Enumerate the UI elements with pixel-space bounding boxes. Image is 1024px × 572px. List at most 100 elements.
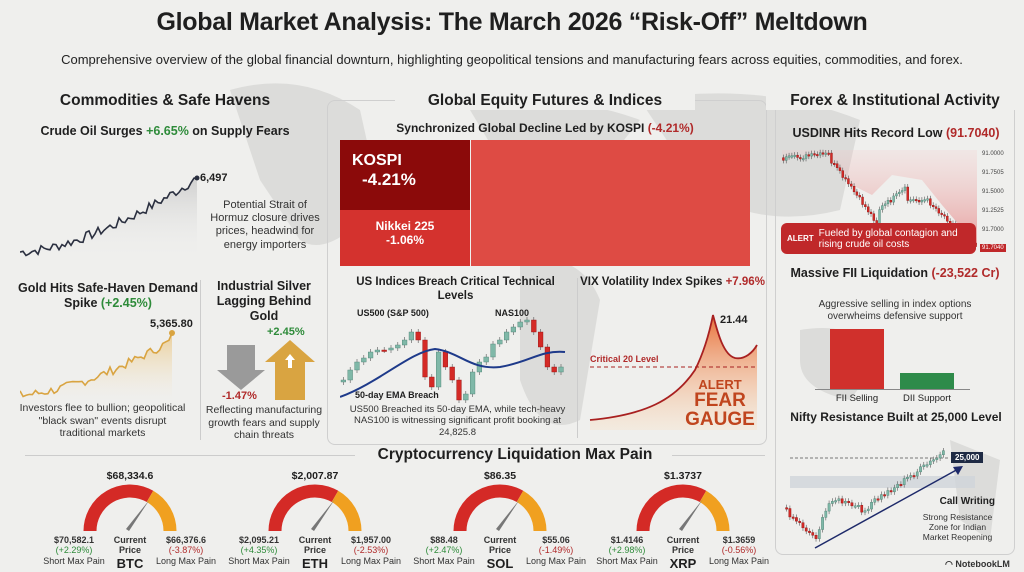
gauge-orange-arc bbox=[331, 490, 362, 532]
silver-gold-change: +2.45% bbox=[267, 326, 305, 338]
candle bbox=[490, 343, 496, 358]
candle bbox=[850, 183, 853, 187]
page-title: Global Market Analysis: The March 2026 “… bbox=[156, 8, 868, 36]
short-max-pain: $1.4146 (+2.98%) Short Max Pain bbox=[596, 535, 658, 566]
candle bbox=[840, 498, 844, 504]
fii-title: Massive FII Liquidation (-23,522 Cr) bbox=[790, 266, 1000, 280]
call-writing-label: Call Writing bbox=[939, 496, 995, 507]
candle bbox=[788, 508, 792, 518]
candle bbox=[900, 190, 904, 193]
divider bbox=[200, 280, 201, 440]
candle bbox=[857, 505, 860, 507]
candle bbox=[909, 475, 913, 478]
candle bbox=[799, 157, 802, 160]
candle bbox=[934, 206, 938, 209]
silver-note: Reflecting manufacturing growth fears an… bbox=[205, 404, 323, 442]
candle bbox=[827, 503, 831, 512]
candle bbox=[449, 366, 455, 381]
short-max-pain: $70,582.1 (+2.29%) Short Max Pain bbox=[43, 535, 105, 566]
candle bbox=[782, 157, 785, 161]
candle bbox=[866, 508, 870, 511]
candle bbox=[855, 191, 859, 196]
nifty-level-badge: 25,000 bbox=[951, 452, 984, 463]
candle bbox=[558, 366, 564, 373]
candle bbox=[422, 339, 428, 378]
candle bbox=[524, 319, 530, 323]
dii-support-bar bbox=[900, 372, 954, 389]
coin-symbol: SOL bbox=[486, 556, 514, 571]
candle bbox=[860, 505, 864, 513]
candle bbox=[903, 186, 907, 191]
candle bbox=[922, 464, 926, 467]
candle bbox=[361, 357, 367, 363]
candle bbox=[801, 522, 805, 529]
vix-title: VIX Volatility Index Spikes +7.96% bbox=[580, 276, 765, 288]
candle bbox=[892, 195, 895, 203]
candle bbox=[899, 484, 903, 487]
equity-heading: Global Equity Futures & Indices bbox=[395, 92, 695, 110]
candle bbox=[374, 349, 380, 353]
candle bbox=[538, 331, 544, 348]
usdinr-alert: ALERT Fueled by global contagion and risi… bbox=[781, 223, 976, 254]
notebooklm-logo: ◠ NotebookLM bbox=[945, 559, 1010, 569]
long-max-pain: $1,957.00 (-2.53%) Long Max Pain bbox=[340, 535, 402, 566]
treemap-kospi: KOSPI -4.21% bbox=[340, 140, 470, 210]
candle bbox=[912, 199, 915, 202]
candle bbox=[928, 460, 932, 465]
candle bbox=[896, 484, 899, 488]
divider bbox=[672, 455, 765, 456]
candle bbox=[937, 208, 941, 214]
candle bbox=[504, 331, 510, 341]
candle bbox=[906, 477, 909, 479]
candle bbox=[870, 502, 873, 510]
coin-price: $2,007.87 bbox=[291, 470, 339, 482]
candle bbox=[354, 361, 360, 371]
coin-price: $1.3737 bbox=[664, 470, 702, 482]
candle bbox=[415, 331, 421, 341]
gold-chart bbox=[20, 330, 175, 400]
candle bbox=[858, 195, 861, 198]
candle bbox=[408, 331, 414, 341]
coin-gauge bbox=[453, 484, 547, 532]
gold-title: Gold Hits Safe-Haven Demand Spike (+2.45… bbox=[18, 281, 198, 310]
coin-price: $86.35 bbox=[483, 470, 517, 482]
equity-subtitle: Synchronized Global Decline Led by KOSPI… bbox=[396, 121, 694, 135]
candle bbox=[872, 213, 876, 221]
gauge-orange-arc bbox=[516, 490, 547, 532]
candle bbox=[793, 154, 796, 157]
nifty-note: Strong Resistance Zone for Indian Market… bbox=[922, 512, 993, 543]
candle bbox=[844, 501, 847, 504]
candle bbox=[395, 344, 401, 349]
candle bbox=[476, 361, 482, 373]
candle bbox=[886, 490, 890, 496]
candle bbox=[906, 186, 909, 201]
candle bbox=[436, 351, 442, 388]
us-indices-title: US Indices Breach Critical Technical Lev… bbox=[356, 276, 555, 302]
nifty-chart bbox=[785, 448, 975, 549]
coin-symbol: BTC bbox=[116, 556, 144, 571]
candle bbox=[388, 347, 394, 351]
critical-level-label: Critical 20 Level bbox=[590, 354, 659, 364]
candle bbox=[470, 371, 476, 395]
ema-line bbox=[340, 347, 566, 398]
candle bbox=[785, 156, 788, 161]
current-price-label: Current Price bbox=[113, 535, 147, 556]
coin-gauge bbox=[636, 484, 730, 532]
candle bbox=[785, 507, 788, 510]
candle bbox=[824, 510, 828, 518]
candle bbox=[483, 356, 489, 363]
crude-title: Crude Oil Surges +6.65% on Supply Fears bbox=[40, 124, 290, 138]
candle bbox=[943, 214, 946, 217]
candle bbox=[510, 326, 516, 333]
gauge-red-arc bbox=[83, 484, 154, 532]
treemap-other bbox=[471, 140, 750, 266]
candle bbox=[942, 450, 945, 455]
gold-area bbox=[20, 333, 172, 400]
gold-last-point bbox=[169, 330, 175, 336]
candle bbox=[923, 199, 926, 202]
candle bbox=[821, 152, 825, 155]
candle bbox=[879, 494, 883, 500]
candle bbox=[837, 498, 841, 501]
treemap-nikkei: Nikkei 225 -1.06% bbox=[340, 210, 470, 266]
vix-line bbox=[589, 314, 758, 421]
